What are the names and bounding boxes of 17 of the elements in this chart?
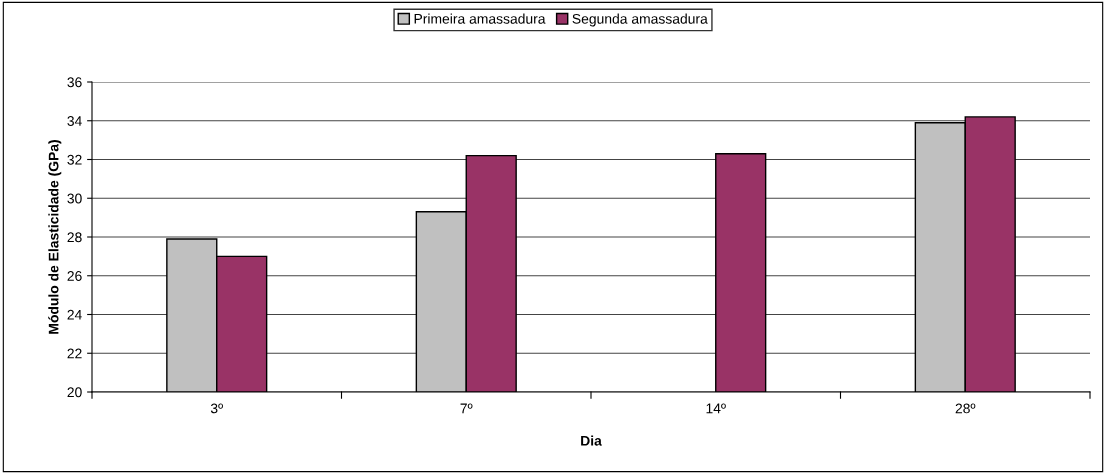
y-tick-label: 32 (67, 154, 82, 165)
x-tick-label: 3º (210, 403, 223, 414)
y-tick-label: 22 (67, 348, 82, 359)
y-tick-label: 24 (67, 309, 82, 320)
y-tick-label: 26 (67, 271, 82, 281)
x-axis-title: Dia (581, 435, 602, 446)
legend-label: Primeira amassadura (414, 13, 546, 24)
y-tick-label: 30 (67, 193, 82, 204)
y-tick-label: 20 (67, 387, 82, 398)
x-tick-label: 7º (460, 403, 473, 414)
legend-label: Segunda amassadura (572, 13, 708, 27)
y-tick-label: 28 (67, 232, 82, 243)
x-tick-label: 14º (706, 403, 726, 414)
y-tick-label: 34 (67, 116, 82, 126)
y-axis-title: Módulo de Elasticidade (GPa) (48, 140, 62, 334)
x-tick-label: 28º (955, 403, 976, 414)
y-tick-label: 36 (67, 77, 82, 88)
